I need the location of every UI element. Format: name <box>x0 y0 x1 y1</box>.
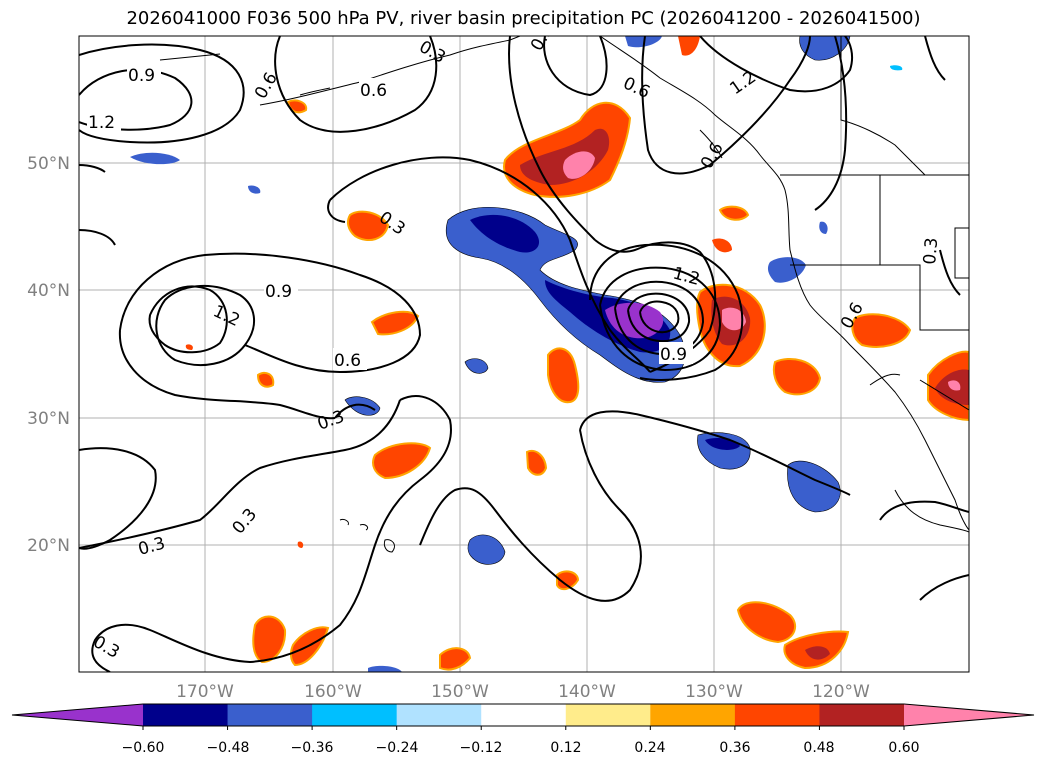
lon-label: 160°W <box>304 682 362 702</box>
colorbar-segment <box>227 704 313 726</box>
contour-label: 1.2 <box>88 113 115 133</box>
colorbar-tick-label: −0.24 <box>376 740 419 756</box>
colorbar-tick-label: −0.36 <box>291 740 334 756</box>
colorbar-tick-label: −0.48 <box>207 740 250 756</box>
contour-label: 0.6 <box>334 351 361 371</box>
colorbar-tick-label: 0.24 <box>634 740 665 756</box>
positive-precip-fills <box>185 36 969 671</box>
colorbar: −0.60 −0.48 −0.36 −0.24 −0.12 0.12 0.24 … <box>11 703 1035 756</box>
lon-label: 150°W <box>431 682 489 702</box>
colorbar-ticks: −0.60 −0.48 −0.36 −0.24 −0.12 0.12 0.24 … <box>122 726 920 756</box>
contour-label: 0.9 <box>128 66 155 86</box>
contour-label: 0.6 <box>360 81 387 101</box>
contour-label: 0.9 <box>660 345 687 365</box>
lat-label: 20°N <box>27 536 70 556</box>
colorbar-segment <box>565 704 651 726</box>
colorbar-segments <box>11 703 1035 727</box>
lat-label: 50°N <box>27 154 70 174</box>
colorbar-segment <box>819 704 905 726</box>
colorbar-extend-max <box>904 704 1034 726</box>
colorbar-tick-label: 0.48 <box>803 740 834 756</box>
contour-label: 0.9 <box>265 282 292 302</box>
latitude-labels: 50°N 40°N 30°N 20°N <box>27 154 70 556</box>
colorbar-segment <box>650 704 736 726</box>
coastlines <box>159 36 969 553</box>
colorbar-segment <box>481 704 567 726</box>
colorbar-tick-label: −0.60 <box>122 740 165 756</box>
colorbar-tick-label: 0.36 <box>719 740 750 756</box>
colorbar-tick-label: 0.12 <box>550 740 581 756</box>
contour-label: 0.3 <box>920 237 942 266</box>
lat-label: 30°N <box>27 409 70 429</box>
colorbar-tick-label: 0.60 <box>888 740 919 756</box>
lon-label: 120°W <box>812 682 870 702</box>
colorbar-tick-label: −0.12 <box>460 740 503 756</box>
pv-contours <box>79 36 969 672</box>
colorbar-extend-min <box>12 704 143 726</box>
colorbar-segment <box>143 704 229 726</box>
map-area: 0.9 1.2 0.6 0.6 0.3 0.3 0.6 0.6 1.2 0.3 … <box>79 36 969 672</box>
lon-label: 130°W <box>685 682 743 702</box>
map-title: 2026041000 F036 500 hPa PV, river basin … <box>126 8 921 29</box>
map-frame <box>78 35 970 673</box>
colorbar-segment <box>734 704 820 726</box>
longitude-labels: 170°W 160°W 150°W 140°W 130°W 120°W <box>176 682 870 702</box>
lat-label: 40°N <box>27 281 70 301</box>
lon-label: 140°W <box>558 682 616 702</box>
lon-label: 170°W <box>176 682 234 702</box>
colorbar-segment <box>312 704 398 726</box>
colorbar-segment <box>396 704 482 726</box>
